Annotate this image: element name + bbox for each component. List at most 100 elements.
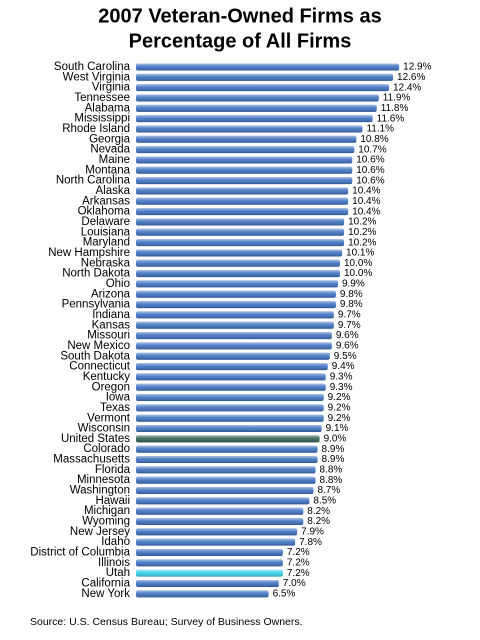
y-tick-label: Virginia: [92, 82, 131, 94]
bar-shine: [136, 528, 298, 536]
value-label: 9.1%: [326, 423, 349, 434]
bar-shine: [136, 177, 353, 185]
value-label: 6.5%: [273, 588, 296, 599]
y-tick-label: Ohio: [106, 278, 130, 290]
value-label: 10.6%: [356, 155, 384, 166]
y-tick-label: Colorado: [83, 443, 130, 455]
bar-shine: [136, 383, 326, 391]
value-label: 10.0%: [344, 268, 372, 279]
value-label: 10.2%: [348, 237, 376, 248]
bar-shine: [136, 84, 389, 92]
bar-shine: [136, 63, 400, 71]
y-tick-label: Illinois: [98, 557, 130, 569]
value-label: 7.9%: [301, 526, 324, 537]
value-label: 10.8%: [360, 134, 388, 145]
bar-shine: [136, 301, 336, 309]
bar-shine: [136, 197, 349, 205]
y-tick-label: Nevada: [90, 144, 130, 156]
value-label: 11.9%: [383, 93, 411, 104]
value-label: 10.4%: [352, 186, 380, 197]
value-label: 12.6%: [397, 72, 425, 83]
bar-shine: [136, 373, 326, 381]
bar-shine: [136, 104, 377, 112]
bar-shine: [136, 73, 394, 81]
value-label: 8.8%: [320, 475, 343, 486]
value-label: 9.8%: [340, 299, 363, 310]
value-label: 9.3%: [330, 382, 353, 393]
y-tick-label: Hawaii: [95, 495, 130, 507]
bar-shine: [136, 476, 316, 484]
value-label: 7.2%: [287, 557, 310, 568]
bar-shine: [136, 332, 332, 340]
y-tick-label: North Carolina: [56, 175, 131, 187]
y-tick-label: Washington: [70, 485, 130, 497]
value-label: 11.8%: [381, 103, 409, 114]
y-tick-label: New Mexico: [67, 340, 130, 352]
value-label: 8.9%: [322, 444, 345, 455]
y-tick-label: Connecticut: [69, 361, 131, 373]
y-tick-label: Rhode Island: [62, 123, 130, 135]
bar-shine: [136, 559, 283, 567]
bar-shine: [136, 487, 314, 495]
bar-shine: [136, 445, 318, 453]
value-label: 12.9%: [403, 62, 431, 73]
y-tick-label: Maryland: [83, 237, 130, 249]
y-tick-label: United States: [61, 433, 130, 445]
bar-shine: [136, 580, 279, 587]
value-label: 10.1%: [346, 248, 374, 259]
y-tick-label: District of Columbia: [30, 547, 130, 559]
bar-shine: [136, 228, 345, 236]
value-label: 8.5%: [313, 496, 336, 507]
value-label: 9.5%: [334, 351, 357, 362]
value-label: 7.8%: [299, 537, 322, 548]
value-label: 11.6%: [377, 113, 405, 124]
bar-shine: [136, 249, 343, 257]
bar-shine: [136, 569, 283, 577]
bar-shine: [136, 352, 330, 360]
y-tick-label: Indiana: [92, 309, 130, 321]
value-label: 9.6%: [336, 330, 359, 341]
bar-shine: [136, 270, 340, 278]
bar-shine: [136, 125, 363, 133]
y-tick-label: Missouri: [87, 330, 130, 342]
value-label: 8.9%: [322, 454, 345, 465]
bar-shine: [136, 146, 355, 154]
value-label: 10.2%: [348, 217, 376, 228]
value-label: 8.2%: [307, 516, 330, 527]
bar-shine: [136, 208, 349, 216]
value-label: 10.4%: [352, 196, 380, 207]
bar-shine: [136, 507, 304, 515]
y-tick-label: West Virginia: [63, 71, 131, 83]
y-tick-label: Arizona: [91, 288, 131, 300]
value-label: 9.7%: [338, 310, 361, 321]
y-tick-label: California: [81, 578, 130, 590]
y-tick-label: Florida: [95, 464, 131, 476]
y-tick-label: Kansas: [92, 319, 131, 331]
y-tick-label: New Hampshire: [48, 247, 130, 259]
bar-shine: [136, 135, 357, 143]
value-label: 9.3%: [330, 372, 353, 383]
y-tick-label: Alabama: [85, 102, 131, 114]
value-label: 10.6%: [356, 175, 384, 186]
value-label: 9.2%: [328, 403, 351, 414]
bar-shine: [136, 280, 338, 288]
y-tick-label: New York: [81, 588, 130, 600]
value-label: 9.2%: [328, 392, 351, 403]
value-label: 9.4%: [332, 361, 355, 372]
y-tick-label: Kentucky: [83, 371, 131, 383]
bar-shine: [136, 435, 320, 443]
y-tick-label: Iowa: [106, 392, 131, 404]
bar-shine: [136, 414, 324, 422]
y-tick-label: Montana: [85, 164, 130, 176]
value-label: 7.2%: [287, 568, 310, 579]
y-tick-label: Tennessee: [74, 92, 130, 104]
value-label: 9.7%: [338, 320, 361, 331]
y-tick-label: Alaska: [95, 185, 130, 197]
value-label: 10.2%: [348, 227, 376, 238]
y-tick-label: Delaware: [81, 216, 130, 228]
y-tick-label: Idaho: [101, 536, 130, 548]
value-label: 8.8%: [320, 465, 343, 476]
bar-shine: [136, 549, 283, 557]
y-tick-label: South Dakota: [60, 350, 130, 362]
